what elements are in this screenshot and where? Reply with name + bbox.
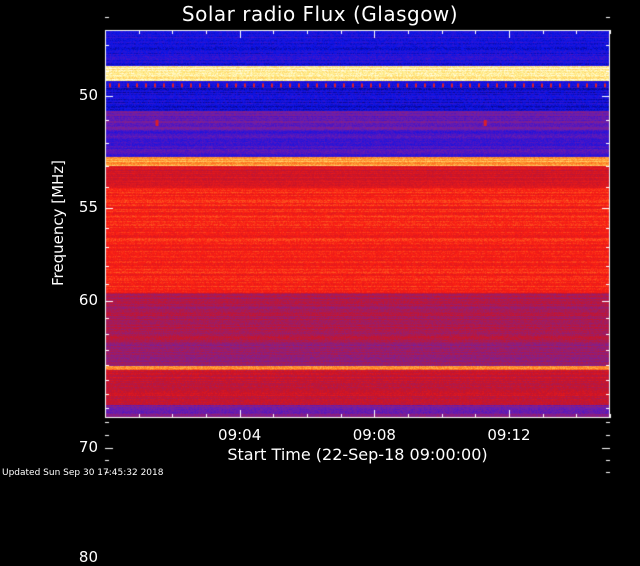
y-tick-label: 50	[78, 85, 98, 104]
y-tick-label: 60	[78, 291, 98, 310]
y-tick-label: 70	[78, 437, 98, 456]
x-tick-label: 09:12	[487, 426, 531, 444]
chart-title: Solar radio Flux (Glasgow)	[181, 2, 459, 26]
x-tick-label: 09:04	[218, 426, 262, 444]
y-tick-label: 80	[78, 547, 98, 566]
y-tick-label: 55	[78, 197, 98, 216]
x-tick-label: 09:08	[352, 426, 396, 444]
y-axis-label: Frequency [MHz]	[49, 159, 67, 287]
x-axis-label: Start Time (22-Sep-18 09:00:00)	[227, 445, 488, 464]
spectrogram-canvas	[0, 0, 640, 480]
updated-timestamp: Updated Sun Sep 30 17:45:32 2018	[2, 468, 164, 478]
